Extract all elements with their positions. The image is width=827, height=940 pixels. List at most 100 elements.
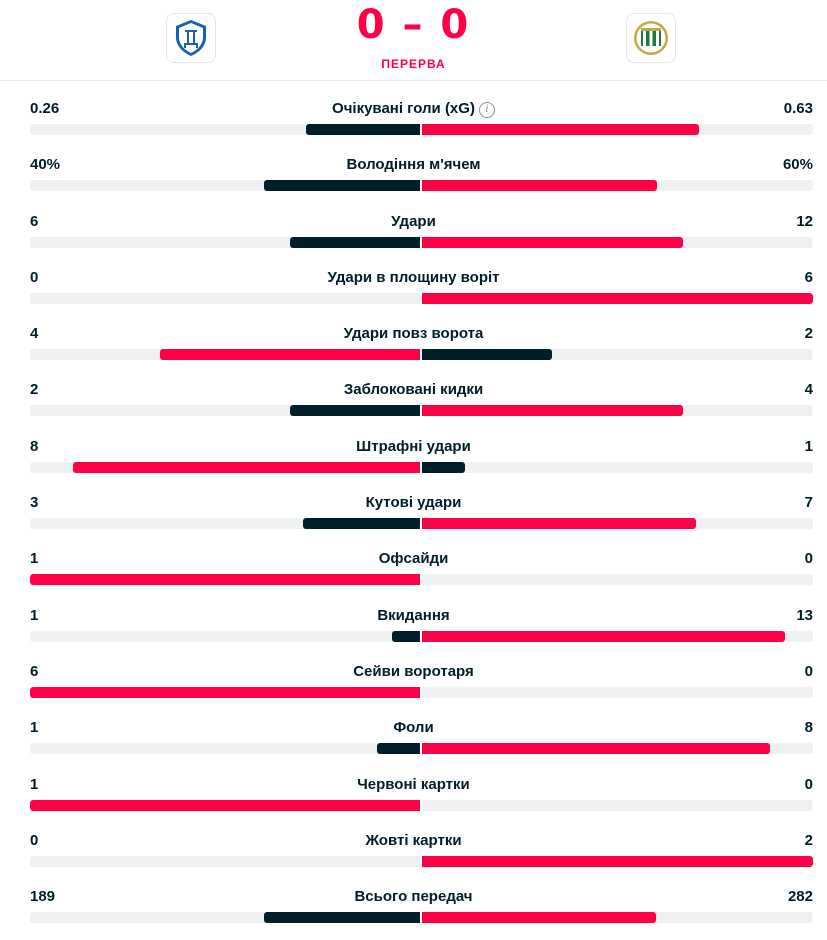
stat-label: Заблоковані кидки (0, 381, 827, 398)
match-header: 0 – 0 ПЕРЕРВА (0, 0, 827, 81)
away-value: 8 (805, 719, 813, 736)
away-team-logo[interactable] (626, 13, 676, 63)
match-status: ПЕРЕРВА (0, 57, 827, 71)
away-bar-track (422, 518, 813, 529)
stat-row-3: 6 Удари 12 (0, 209, 827, 265)
away-bar-track (422, 405, 813, 416)
stat-label: Удари в площину воріт (0, 269, 827, 286)
stat-label-text: Вкидання (377, 607, 449, 624)
stat-label: Удари повз ворота (0, 325, 827, 342)
away-bar-fill (422, 180, 657, 191)
away-bar-fill (422, 631, 785, 642)
home-bar-track (30, 518, 420, 529)
away-value: 0 (805, 550, 813, 567)
stat-row-8: 3 Кутові удари 7 (0, 490, 827, 546)
home-bar-fill (290, 237, 420, 248)
away-bar-fill (422, 856, 813, 867)
stat-label: Жовті картки (0, 832, 827, 849)
away-bar-track (422, 462, 813, 473)
away-value: 2 (805, 832, 813, 849)
stat-label: Фоли (0, 719, 827, 736)
stat-label: Сейви воротаря (0, 663, 827, 680)
home-bar-fill (303, 518, 420, 529)
stat-row-14: 0 Жовті картки 2 (0, 828, 827, 884)
stat-label-text: Кутові удари (366, 494, 462, 511)
away-value: 2 (805, 325, 813, 342)
stat-label-text: Фоли (393, 719, 433, 736)
home-bar-track (30, 912, 420, 923)
away-bar-fill (422, 743, 770, 754)
away-bar-fill (422, 124, 699, 135)
stat-label-text: Штрафні удари (356, 438, 471, 455)
away-bar-fill (422, 349, 552, 360)
stat-label-text: Червоні картки (357, 776, 470, 793)
stat-label: Всього передач (0, 888, 827, 905)
stat-row-7: 8 Штрафні удари 1 (0, 434, 827, 490)
home-bar-track (30, 631, 420, 642)
stat-row-11: 6 Сейви воротаря 0 (0, 659, 827, 715)
stat-label-text: Володіння м'ячем (346, 156, 480, 173)
stat-label: Вкидання (0, 607, 827, 624)
stat-label-text: Всього передач (354, 888, 472, 905)
stat-label: Офсайди (0, 550, 827, 567)
away-value: 0.63 (784, 100, 813, 117)
home-bar-track (30, 124, 420, 135)
away-value: 60% (783, 156, 813, 173)
home-bar-track (30, 405, 420, 416)
home-bar-fill (30, 800, 420, 811)
away-value: 13 (796, 607, 813, 624)
away-bar-track (422, 912, 813, 923)
stat-label-text: Очікувані голи (xG) (332, 100, 475, 117)
home-bar-track (30, 293, 420, 304)
home-bar-track (30, 574, 420, 585)
stat-row-5: 4 Удари повз ворота 2 (0, 321, 827, 377)
info-icon[interactable]: i (479, 102, 495, 118)
stat-row-13: 1 Червоні картки 0 (0, 772, 827, 828)
away-bar-fill (422, 293, 813, 304)
stat-label-text: Удари (391, 213, 436, 230)
home-bar-fill (160, 349, 420, 360)
away-value: 0 (805, 776, 813, 793)
away-bar-fill (422, 405, 683, 416)
home-bar-track (30, 237, 420, 248)
home-bar-track (30, 462, 420, 473)
stat-row-9: 1 Офсайди 0 (0, 546, 827, 602)
away-bar-track (422, 237, 813, 248)
home-bar-fill (264, 180, 420, 191)
stat-label-text: Сейви воротаря (353, 663, 474, 680)
stat-label-text: Удари повз ворота (344, 325, 484, 342)
away-bar-track (422, 856, 813, 867)
away-bar-fill (422, 912, 656, 923)
home-bar-track (30, 800, 420, 811)
home-bar-track (30, 687, 420, 698)
away-value: 12 (796, 213, 813, 230)
stat-row-10: 1 Вкидання 13 (0, 603, 827, 659)
stat-row-12: 1 Фоли 8 (0, 715, 827, 771)
statistics-list: 0.26 Очікувані голи (xG) i 0.63 40% Володіння… (0, 96, 827, 940)
home-bar-fill (377, 743, 420, 754)
away-bar-track (422, 631, 813, 642)
stat-row-2: 40% Володіння м'ячем 60% (0, 152, 827, 208)
away-bar-fill (422, 518, 696, 529)
home-bar-fill (264, 912, 420, 923)
away-bar-track (422, 800, 813, 811)
away-bar-track (422, 743, 813, 754)
home-bar-fill (306, 124, 420, 135)
stat-label-text: Жовті картки (365, 832, 461, 849)
stat-label: Очікувані голи (xG) i (0, 100, 827, 118)
away-bar-track (422, 124, 813, 135)
home-bar-track (30, 856, 420, 867)
home-bar-fill (392, 631, 420, 642)
ferencvaros-logo-icon (632, 19, 670, 57)
stat-row-6: 2 Заблоковані кидки 4 (0, 377, 827, 433)
away-value: 0 (805, 663, 813, 680)
stat-label-text: Удари в площину воріт (327, 269, 499, 286)
stat-row-1: 0.26 Очікувані голи (xG) i 0.63 (0, 96, 827, 152)
stat-row-4: 0 Удари в площину воріт 6 (0, 265, 827, 321)
home-bar-track (30, 743, 420, 754)
away-bar-track (422, 687, 813, 698)
away-value: 4 (805, 381, 813, 398)
away-value: 1 (805, 438, 813, 455)
home-bar-track (30, 180, 420, 191)
stat-label: Червоні картки (0, 776, 827, 793)
